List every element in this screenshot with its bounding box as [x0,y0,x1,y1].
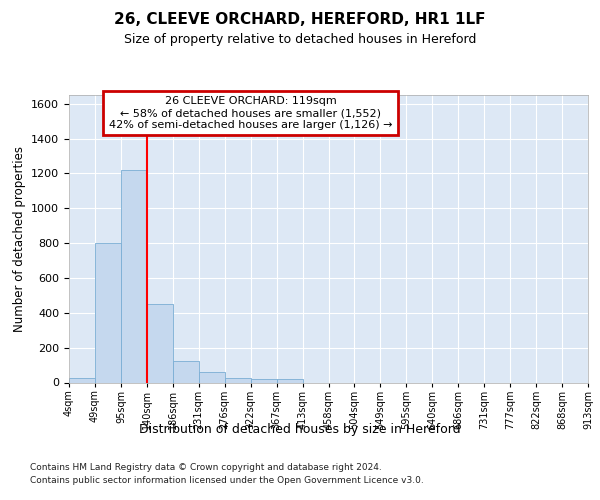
Text: 26, CLEEVE ORCHARD, HEREFORD, HR1 1LF: 26, CLEEVE ORCHARD, HEREFORD, HR1 1LF [114,12,486,28]
Text: Contains public sector information licensed under the Open Government Licence v3: Contains public sector information licen… [30,476,424,485]
Text: 26 CLEEVE ORCHARD: 119sqm
← 58% of detached houses are smaller (1,552)
42% of se: 26 CLEEVE ORCHARD: 119sqm ← 58% of detac… [109,96,392,130]
Bar [121,170,147,382]
Bar [277,379,302,382]
Bar [95,243,121,382]
Bar [199,372,224,382]
Bar [173,360,199,382]
Y-axis label: Number of detached properties: Number of detached properties [13,146,26,332]
Bar [251,379,277,382]
Bar [225,378,251,382]
Bar [69,378,95,382]
Text: Distribution of detached houses by size in Hereford: Distribution of detached houses by size … [139,422,461,436]
Text: Contains HM Land Registry data © Crown copyright and database right 2024.: Contains HM Land Registry data © Crown c… [30,464,382,472]
Text: Size of property relative to detached houses in Hereford: Size of property relative to detached ho… [124,32,476,46]
Bar [147,304,173,382]
